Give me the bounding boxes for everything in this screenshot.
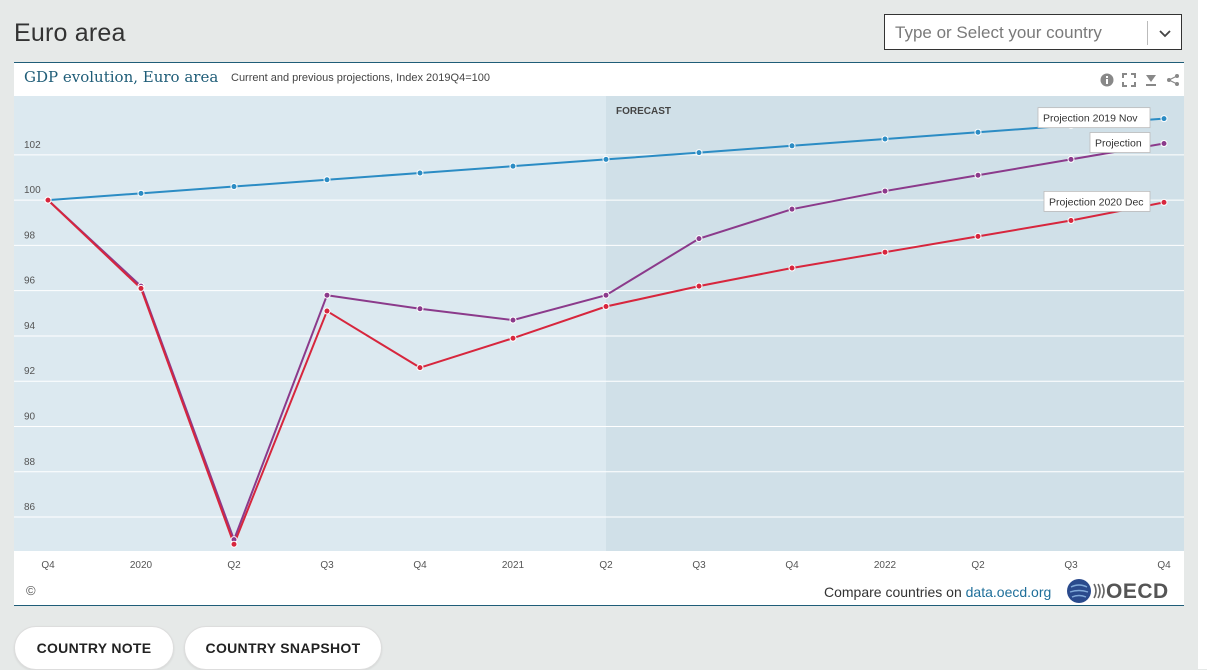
data-point[interactable] xyxy=(974,128,982,136)
country-note-button[interactable]: COUNTRY NOTE xyxy=(14,626,174,670)
x-tick-labels: Q4 2020 Q2 Q3 Q4 2021 Q2 Q3 Q4 2022 Q2 Q3 Q4 xyxy=(41,560,1171,571)
country-select[interactable]: Type or Select your country xyxy=(884,14,1182,50)
chart-subtitle: Current and previous projections, Index … xyxy=(231,72,490,84)
data-point[interactable] xyxy=(509,162,517,170)
fullscreen-icon[interactable] xyxy=(1122,73,1136,87)
x-tick-label: Q3 xyxy=(320,560,334,571)
y-tick-label: 90 xyxy=(24,411,36,422)
y-tick-label: 102 xyxy=(24,140,41,151)
series-label-box xyxy=(1089,132,1151,153)
x-tick-label: 2022 xyxy=(874,560,897,571)
x-tick-label: Q4 xyxy=(1157,560,1171,571)
data-point[interactable] xyxy=(788,205,796,213)
series-end-labels: Projection 2019 Nov Projection Projection … xyxy=(1037,107,1151,212)
forecast-label: FORECAST xyxy=(616,106,671,117)
data-point[interactable] xyxy=(509,334,517,342)
gdp-line-chart: FORECAST 86 88 90 92 94 96 98 100 102 Q4 2020 Q2 Q3… xyxy=(14,96,1184,571)
data-point[interactable] xyxy=(695,149,703,157)
data-point[interactable] xyxy=(1067,217,1075,225)
compare-countries-text: Compare countries on data.oecd.org xyxy=(824,584,1051,600)
chart-title: GDP evolution, Euro area xyxy=(24,68,219,86)
y-tick-label: 96 xyxy=(24,276,36,287)
series-label: Projection 2020 Dec xyxy=(1049,196,1144,208)
x-tick-label: Q3 xyxy=(1064,560,1078,571)
data-point[interactable] xyxy=(974,171,982,179)
compare-prefix: Compare countries on xyxy=(824,584,966,600)
data-point[interactable] xyxy=(695,282,703,290)
country-select-placeholder: Type or Select your country xyxy=(895,23,1102,42)
data-point[interactable] xyxy=(323,291,331,299)
y-tick-label: 86 xyxy=(24,502,36,513)
oecd-logo-text: OECD xyxy=(1106,580,1169,603)
data-point[interactable] xyxy=(1160,140,1168,148)
data-point[interactable] xyxy=(881,135,889,143)
series-label-box xyxy=(1037,107,1151,129)
data-point[interactable] xyxy=(509,316,517,324)
copyright: © xyxy=(26,583,36,598)
data-point[interactable] xyxy=(416,305,424,313)
series-label-box xyxy=(1043,190,1151,212)
x-tick-label: Q4 xyxy=(41,560,55,571)
data-point[interactable] xyxy=(323,307,331,315)
x-tick-label: Q4 xyxy=(785,560,799,571)
chevron-down-icon[interactable] xyxy=(1157,25,1173,41)
data-point[interactable] xyxy=(881,187,889,195)
data-point[interactable] xyxy=(602,291,610,299)
select-divider xyxy=(1147,21,1148,45)
data-point[interactable] xyxy=(416,364,424,372)
series-label: Projection xyxy=(1095,138,1142,150)
y-tick-label: 100 xyxy=(24,185,41,196)
data-point[interactable] xyxy=(974,232,982,240)
x-tick-label: 2020 xyxy=(130,560,153,571)
x-tick-label: Q2 xyxy=(227,560,241,571)
y-tick-label: 98 xyxy=(24,230,36,241)
y-tick-label: 92 xyxy=(24,366,36,377)
data-point[interactable] xyxy=(323,176,331,184)
data-point[interactable] xyxy=(602,303,610,311)
share-icon[interactable] xyxy=(1166,73,1180,87)
y-tick-labels: 86 88 90 92 94 96 98 100 102 xyxy=(24,140,41,513)
oecd-data-link[interactable]: data.oecd.org xyxy=(965,584,1052,600)
data-point[interactable] xyxy=(230,183,238,191)
y-tick-label: 88 xyxy=(24,457,36,468)
x-tick-label: 2021 xyxy=(502,560,525,571)
data-point[interactable] xyxy=(788,264,796,272)
series-points xyxy=(44,115,1168,548)
grid-lines xyxy=(14,154,1184,518)
data-point[interactable] xyxy=(695,235,703,243)
data-point[interactable] xyxy=(44,196,52,204)
data-point[interactable] xyxy=(881,248,889,256)
info-icon[interactable] xyxy=(1100,73,1114,87)
oecd-logo-globe xyxy=(1067,579,1105,603)
data-point[interactable] xyxy=(230,540,238,548)
data-point[interactable] xyxy=(1160,115,1168,123)
forecast-shading xyxy=(606,96,1184,551)
download-icon[interactable] xyxy=(1144,73,1158,87)
page-edge-strip xyxy=(1198,0,1207,669)
data-point[interactable] xyxy=(137,189,145,197)
data-point[interactable] xyxy=(1160,198,1168,206)
data-point[interactable] xyxy=(137,284,145,292)
data-point[interactable] xyxy=(416,169,424,177)
y-tick-label: 94 xyxy=(24,321,36,332)
x-tick-label: Q3 xyxy=(692,560,706,571)
x-tick-label: Q4 xyxy=(413,560,427,571)
data-point[interactable] xyxy=(1067,155,1075,163)
series-label: Projection 2019 Nov xyxy=(1043,113,1138,125)
x-tick-label: Q2 xyxy=(971,560,985,571)
x-tick-label: Q2 xyxy=(599,560,613,571)
country-snapshot-button[interactable]: COUNTRY SNAPSHOT xyxy=(184,626,382,670)
chart-panel: GDP evolution, Euro area Current and pre… xyxy=(14,62,1184,606)
page-title: Euro area xyxy=(14,19,126,47)
data-point[interactable] xyxy=(788,142,796,150)
data-point[interactable] xyxy=(602,155,610,163)
